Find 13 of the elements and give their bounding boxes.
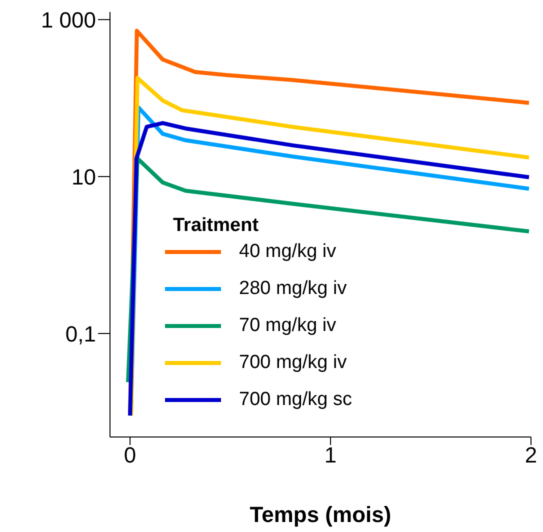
legend-title: Traitment	[173, 215, 260, 237]
y-tick-label: 1 000	[40, 7, 96, 32]
legend-label: 40 mg/kg iv	[239, 240, 336, 262]
y-tick-label: 10	[72, 164, 96, 190]
x-tick-label: 0	[124, 442, 136, 468]
x-tick-label: 1	[324, 442, 337, 468]
legend-label: 700 mg/kg iv	[239, 352, 347, 374]
x-axis-title: Temps (mois)	[250, 502, 392, 527]
legend-label: 70 mg/kg iv	[239, 314, 336, 336]
legend-label: 280 mg/kg iv	[239, 278, 347, 300]
legend-label: 700 mg/kg sc	[239, 388, 352, 410]
x-tick-label: 2	[524, 442, 538, 468]
y-tick-label: 0,1	[65, 321, 96, 346]
